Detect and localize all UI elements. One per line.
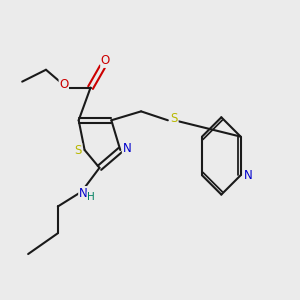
Text: O: O: [101, 54, 110, 67]
Text: N: N: [122, 142, 131, 155]
Text: N: N: [244, 169, 252, 182]
Text: S: S: [74, 143, 82, 157]
Text: S: S: [171, 112, 178, 125]
Text: O: O: [59, 78, 68, 91]
Text: H: H: [87, 192, 95, 202]
Text: N: N: [79, 187, 88, 200]
